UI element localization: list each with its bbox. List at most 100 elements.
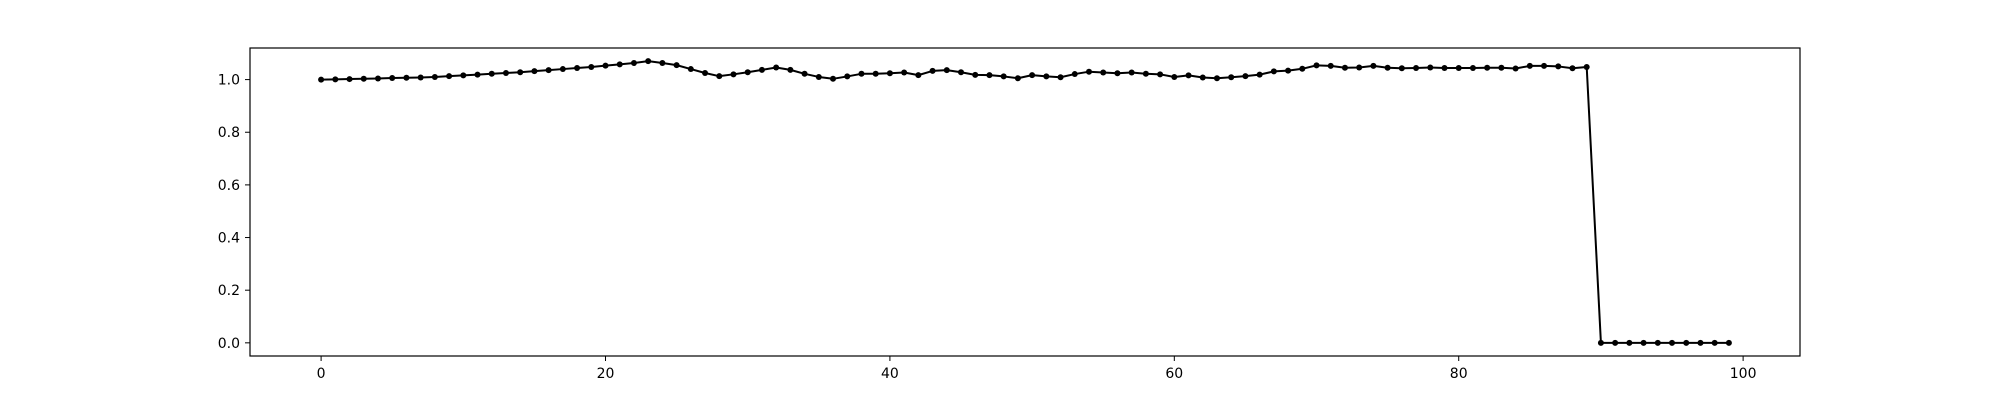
data-point [1114, 70, 1121, 77]
data-point [360, 75, 367, 82]
data-point [1669, 339, 1676, 346]
data-point [844, 73, 851, 80]
data-point [716, 73, 723, 80]
data-point [929, 67, 936, 74]
data-point [1185, 72, 1192, 79]
data-point [1512, 65, 1519, 72]
x-tick-label: 20 [597, 366, 615, 382]
y-tick-label: 0.2 [218, 283, 240, 299]
data-point [1484, 64, 1491, 71]
data-point [687, 66, 694, 73]
data-point [1555, 63, 1562, 70]
data-point [1583, 63, 1590, 70]
data-point [318, 76, 325, 83]
data-point [744, 69, 751, 76]
data-point [1085, 68, 1092, 75]
data-point [517, 69, 524, 76]
data-point [630, 60, 637, 67]
data-point [1498, 64, 1505, 71]
plot-area-frame [249, 47, 1801, 357]
data-point [1640, 339, 1647, 346]
data-point [502, 70, 509, 77]
data-point [787, 66, 794, 73]
data-point [431, 73, 438, 80]
data-point [1612, 339, 1619, 346]
data-point [1043, 73, 1050, 80]
data-point [673, 62, 680, 69]
data-point [901, 69, 908, 76]
data-point [474, 71, 481, 78]
data-point [616, 61, 623, 68]
y-tick-label: 0.6 [218, 178, 240, 194]
data-point [1157, 71, 1164, 78]
data-point [545, 67, 552, 74]
data-point [872, 70, 879, 77]
data-point [645, 58, 652, 65]
data-point [1270, 68, 1277, 75]
y-tick-label: 0.0 [218, 336, 240, 352]
data-point [574, 65, 581, 72]
x-tick-label: 40 [881, 366, 899, 382]
data-point [588, 63, 595, 70]
data-point [1029, 72, 1036, 79]
data-point [1413, 65, 1420, 72]
data-point [374, 75, 381, 82]
data-point [1370, 62, 1377, 69]
data-point [446, 73, 453, 80]
data-point [730, 71, 737, 78]
series-layer [318, 58, 1732, 346]
data-point [1014, 75, 1021, 82]
data-point [915, 72, 922, 79]
data-point [943, 67, 950, 74]
data-point [958, 69, 965, 76]
data-point [1441, 65, 1448, 72]
data-point [1285, 67, 1292, 74]
data-point [986, 72, 993, 79]
y-tick-label: 0.4 [218, 231, 240, 247]
y-axis: 0.0 0.2 0.4 0.6 0.8 1.0 [218, 73, 250, 352]
data-point [1327, 62, 1334, 69]
data-point [488, 70, 495, 77]
data-point [1000, 73, 1007, 80]
data-point [815, 73, 822, 80]
x-tick-label: 0 [317, 366, 326, 382]
data-point [1455, 65, 1462, 72]
data-point [758, 66, 765, 73]
data-point [1071, 71, 1078, 78]
data-point [886, 70, 893, 77]
data-point [1398, 65, 1405, 72]
data-point [1697, 339, 1704, 346]
data-point [403, 74, 410, 81]
data-point [1526, 62, 1533, 69]
y-tick-label: 1.0 [218, 73, 240, 89]
data-point [1142, 70, 1149, 77]
data-point [773, 64, 780, 71]
data-point [1427, 64, 1434, 71]
data-point [531, 68, 538, 75]
data-point [830, 75, 837, 82]
series-line [321, 60, 1729, 344]
data-point [559, 66, 566, 73]
data-point [389, 75, 396, 82]
data-point [1341, 64, 1348, 71]
data-point [1100, 69, 1107, 76]
data-point [972, 71, 979, 78]
data-point [1128, 69, 1135, 76]
data-point [1384, 64, 1391, 71]
data-point [1569, 65, 1576, 72]
data-point [1626, 339, 1633, 346]
data-point [1597, 339, 1604, 346]
x-tick-label: 60 [1165, 366, 1183, 382]
data-point [1654, 339, 1661, 346]
data-point [702, 70, 709, 77]
data-point [659, 60, 666, 67]
data-point [1057, 74, 1064, 81]
data-point [1256, 71, 1263, 78]
data-point [346, 76, 353, 83]
data-point [417, 74, 424, 81]
data-point [1242, 73, 1249, 80]
data-point [801, 70, 808, 77]
x-tick-label: 100 [1730, 366, 1757, 382]
data-point [1725, 339, 1732, 346]
